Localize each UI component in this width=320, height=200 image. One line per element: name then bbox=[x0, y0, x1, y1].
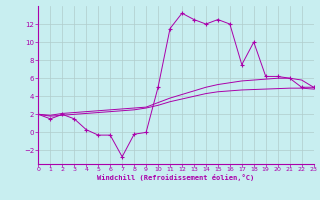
X-axis label: Windchill (Refroidissement éolien,°C): Windchill (Refroidissement éolien,°C) bbox=[97, 174, 255, 181]
